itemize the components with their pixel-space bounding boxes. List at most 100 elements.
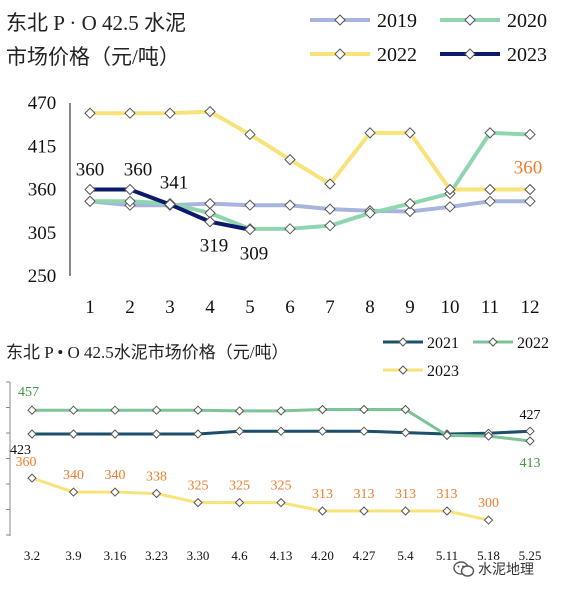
data-point xyxy=(524,128,536,141)
data-label: 360 xyxy=(16,455,37,470)
data-point xyxy=(27,473,37,483)
legend-marker xyxy=(398,365,408,375)
legend-item-2020: 2020 xyxy=(440,10,547,32)
chart-title: 东北 P • O 42.5水泥市场价格（元/吨） xyxy=(6,343,289,362)
data-label: 319 xyxy=(200,236,229,257)
data-point xyxy=(193,429,203,439)
data-point xyxy=(204,197,216,210)
legend-item-2022: 2022 xyxy=(473,335,549,352)
x-tick-label: 5.18 xyxy=(477,548,500,563)
data-label: 313 xyxy=(437,487,458,502)
data-point xyxy=(204,105,216,118)
chart-top: 东北 P · O 42.5 水泥 市场价格（元/吨） 4704153603052… xyxy=(6,10,547,318)
data-label: 309 xyxy=(240,244,269,265)
series-line-2020 xyxy=(88,130,532,231)
data-point xyxy=(317,426,328,436)
data-point xyxy=(27,405,37,415)
data-point xyxy=(164,107,176,119)
data-point xyxy=(124,107,136,119)
legend-marker xyxy=(398,337,408,347)
series-line-2022 xyxy=(88,109,532,192)
data-point xyxy=(84,107,96,119)
x-tick-label: 5 xyxy=(245,297,255,318)
data-point xyxy=(359,506,369,516)
x-tick-label: 3.2 xyxy=(24,548,40,563)
data-point xyxy=(151,405,162,415)
data-point xyxy=(317,404,328,415)
x-tick-label: 3.30 xyxy=(187,548,210,563)
x-tick-label: 3.16 xyxy=(104,548,127,563)
data-label: 340 xyxy=(63,468,84,483)
data-point xyxy=(68,487,79,497)
x-tick-label: 11 xyxy=(481,297,499,318)
data-point xyxy=(284,223,296,235)
data-label: 338 xyxy=(146,470,167,485)
legend-item-2021: 2021 xyxy=(383,335,459,352)
data-label: 300 xyxy=(478,496,499,511)
data-point xyxy=(484,127,496,139)
legend-item-2022: 2022 xyxy=(310,44,417,66)
watermark-text: 水泥地理 xyxy=(478,562,534,578)
data-point xyxy=(483,515,494,525)
data-label: 423 xyxy=(10,443,31,458)
legend-label: 2020 xyxy=(507,10,547,32)
data-point xyxy=(524,195,536,208)
data-label: 413 xyxy=(520,456,541,471)
x-tick-label: 6 xyxy=(285,297,295,318)
data-label: 360 xyxy=(514,158,543,179)
data-point xyxy=(324,203,336,215)
chart-title-line1: 东北 P · O 42.5 水泥 xyxy=(6,11,186,35)
x-tick-label: 5.25 xyxy=(519,548,542,563)
data-point xyxy=(317,506,328,516)
data-label: 313 xyxy=(395,487,416,502)
data-point xyxy=(244,199,256,211)
data-point xyxy=(404,205,416,218)
data-label: 325 xyxy=(229,479,250,494)
legend-label: 2022 xyxy=(377,44,417,66)
x-tick-label: 12 xyxy=(521,297,540,318)
data-point xyxy=(151,488,162,499)
series-2020 xyxy=(84,127,536,235)
data-point xyxy=(68,429,79,439)
data-point xyxy=(276,426,286,436)
x-tick-label: 5.4 xyxy=(397,548,414,563)
x-tick-label: 3.23 xyxy=(145,548,168,563)
data-point xyxy=(364,207,376,219)
data-point xyxy=(276,406,286,416)
x-tick-label: 4.6 xyxy=(231,548,248,563)
legend-label: 2023 xyxy=(507,44,547,66)
data-point xyxy=(151,429,162,439)
data-label: 360 xyxy=(124,160,153,181)
chart-title-line2: 市场价格（元/吨） xyxy=(6,45,180,69)
data-point xyxy=(193,405,203,415)
data-point xyxy=(124,183,136,196)
data-point xyxy=(110,487,120,497)
data-label: 341 xyxy=(160,172,189,193)
series-2022 xyxy=(84,105,536,196)
y-tick-label: 250 xyxy=(28,266,57,287)
legend-item-2019: 2019 xyxy=(310,10,417,32)
x-tick-label: 3.9 xyxy=(65,548,81,563)
data-point xyxy=(204,216,216,228)
x-tick-label: 10 xyxy=(441,297,460,318)
data-point xyxy=(442,506,452,516)
legend-label: 2023 xyxy=(427,363,459,380)
data-label: 427 xyxy=(520,408,541,423)
x-tick-label: 4.13 xyxy=(270,548,293,563)
data-point xyxy=(84,183,96,196)
data-point xyxy=(276,497,286,508)
y-tick-label: 305 xyxy=(28,223,57,244)
legend-label: 2022 xyxy=(517,335,549,352)
legend-label: 2021 xyxy=(427,335,459,352)
x-tick-label: 5.11 xyxy=(436,548,458,563)
data-point xyxy=(400,506,411,516)
data-label: 457 xyxy=(18,385,39,400)
legend-marker xyxy=(488,337,498,347)
watermark: 水泥地理 xyxy=(453,559,534,579)
legend-item-2023: 2023 xyxy=(383,363,459,380)
data-point xyxy=(84,195,96,208)
data-label: 325 xyxy=(271,479,292,494)
x-tick-label: 7 xyxy=(325,297,335,318)
data-label: 325 xyxy=(188,479,209,494)
legend-marker xyxy=(334,14,346,26)
